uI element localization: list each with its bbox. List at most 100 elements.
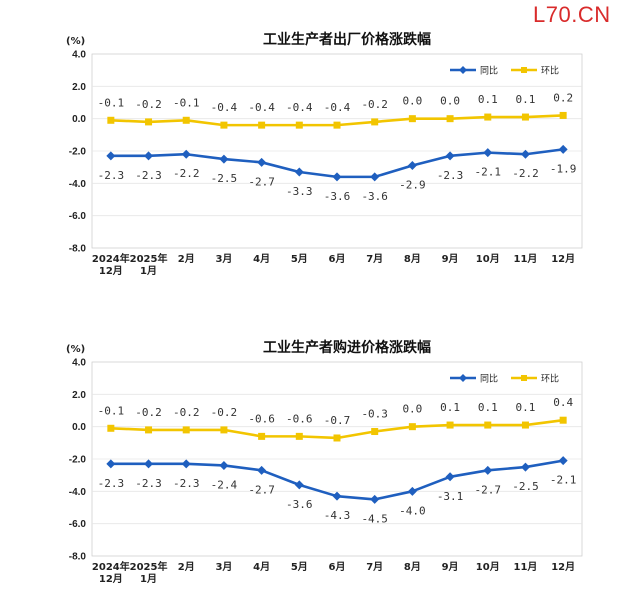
x-tick-label: 9月 — [442, 253, 459, 265]
data-label-mom: -0.6 — [286, 412, 313, 425]
data-label-mom: -0.2 — [173, 406, 200, 419]
data-label-mom: -0.4 — [211, 101, 238, 114]
data-label-mom: -0.7 — [324, 414, 351, 427]
data-point-yoy — [106, 459, 116, 469]
x-tick-label: 2月 — [178, 253, 195, 265]
data-point-mom — [220, 426, 228, 434]
data-label-yoy: -2.2 — [173, 167, 200, 180]
data-point-yoy — [294, 480, 304, 490]
y-tick-label: 4.0 — [72, 358, 86, 369]
watermark-logo: L70.CN — [533, 2, 611, 27]
data-label-yoy: -2.3 — [173, 477, 200, 490]
data-point-yoy — [483, 148, 493, 158]
y-tick-label: 2.0 — [72, 82, 86, 93]
data-point-mom — [559, 111, 567, 119]
data-label-yoy: -3.6 — [324, 190, 351, 203]
x-tick-label: 1月 — [140, 265, 157, 277]
x-tick-label: 7月 — [366, 253, 383, 265]
x-tick-label: 11月 — [514, 561, 538, 573]
x-tick-label: 5月 — [291, 253, 308, 265]
data-point-yoy — [370, 494, 380, 504]
data-point-mom — [371, 428, 379, 436]
x-tick-label: 2月 — [178, 561, 195, 573]
data-label-mom: -0.2 — [135, 406, 162, 419]
chart-purchase-price: 工业生产者购进价格涨跌幅 (%) 4.0 2.0 0.0 -2.0 -4.0 -6.0 -8.0… — [66, 339, 583, 585]
y-tick-label: 0.0 — [72, 114, 86, 125]
y-tick-label: -8.0 — [69, 552, 87, 563]
data-point-yoy — [181, 459, 191, 469]
x-tick-label: 6月 — [329, 561, 346, 573]
data-label-mom: 0.0 — [402, 403, 422, 416]
data-label-yoy: -2.1 — [550, 474, 577, 487]
y-tick-label: -6.0 — [69, 519, 87, 530]
legend-marker-mom — [521, 67, 527, 73]
data-label-yoy: -2.9 — [399, 179, 426, 192]
y-tick-label: 2.0 — [72, 390, 86, 401]
data-point-yoy — [294, 167, 304, 177]
data-point-mom — [107, 424, 115, 432]
legend-marker-mom — [521, 375, 527, 381]
y-tick-label: 0.0 — [72, 422, 86, 433]
data-label-yoy: -2.5 — [512, 480, 539, 493]
data-label-mom: -0.3 — [361, 408, 388, 421]
y-axis-unit: (%) — [66, 344, 85, 355]
data-label-mom: -0.2 — [361, 98, 388, 111]
data-label-mom: -0.1 — [98, 404, 125, 417]
data-point-yoy — [520, 149, 530, 159]
x-tick-label: 12月 — [551, 561, 575, 573]
data-point-yoy — [144, 151, 154, 161]
data-point-yoy — [257, 465, 267, 475]
data-point-yoy — [445, 151, 455, 161]
data-point-yoy — [445, 472, 455, 482]
y-tick-label: -4.0 — [69, 179, 87, 190]
x-tick-label: 3月 — [215, 561, 232, 573]
data-point-mom — [484, 113, 492, 121]
data-point-yoy — [219, 154, 229, 164]
x-tick-label: 6月 — [329, 253, 346, 265]
y-tick-label: -2.0 — [69, 455, 87, 466]
y-axis-unit: (%) — [66, 36, 85, 47]
x-tick-label: 12月 — [99, 265, 123, 277]
data-point-mom — [333, 434, 341, 442]
y-tick-label: 4.0 — [72, 50, 86, 61]
data-label-yoy: -2.7 — [248, 175, 275, 188]
data-label-yoy: -2.3 — [98, 477, 125, 490]
chart-title: 工业生产者出厂价格涨跌幅 — [263, 31, 431, 48]
data-label-yoy: -2.3 — [98, 169, 125, 182]
data-label-mom: 0.0 — [440, 95, 460, 108]
x-tick-label: 1月 — [140, 573, 157, 585]
data-label-yoy: -2.1 — [475, 166, 502, 179]
x-tick-label: 7月 — [366, 561, 383, 573]
data-label-yoy: -2.3 — [437, 169, 464, 182]
data-label-mom: 0.1 — [478, 401, 498, 414]
data-point-mom — [258, 121, 266, 129]
data-point-mom — [333, 121, 341, 129]
legend-label-yoy: 同比 — [480, 65, 498, 77]
data-point-mom — [521, 113, 529, 121]
data-point-mom — [145, 426, 153, 434]
data-point-mom — [446, 421, 454, 429]
data-point-mom — [107, 116, 115, 124]
data-point-yoy — [558, 456, 568, 466]
x-tick-label: 4月 — [253, 561, 270, 573]
x-tick-label: 9月 — [442, 561, 459, 573]
y-tick-label: -2.0 — [69, 147, 87, 158]
data-label-mom: -0.1 — [98, 96, 125, 109]
data-point-yoy — [558, 144, 568, 154]
x-tick-label: 5月 — [291, 561, 308, 573]
x-tick-label: 8月 — [404, 561, 421, 573]
legend-marker-yoy — [459, 374, 467, 382]
x-tick-label: 2024年 — [92, 252, 130, 265]
data-label-yoy: -4.0 — [399, 504, 426, 517]
chart-title: 工业生产者购进价格涨跌幅 — [263, 339, 431, 356]
data-point-mom — [371, 118, 379, 126]
x-tick-label: 2025年 — [130, 560, 168, 573]
data-label-yoy: -4.3 — [324, 509, 351, 522]
x-tick-label: 10月 — [476, 253, 500, 265]
data-label-mom: -0.4 — [286, 101, 313, 114]
data-label-mom: 0.4 — [553, 396, 573, 409]
chart-output-price: 工业生产者出厂价格涨跌幅 (%) 4.0 2.0 0.0 -2.0 -4.0 -6.0 -8.0… — [66, 31, 583, 277]
data-label-mom: 0.0 — [402, 95, 422, 108]
data-label-mom: 0.1 — [440, 401, 460, 414]
data-point-yoy — [219, 460, 229, 470]
